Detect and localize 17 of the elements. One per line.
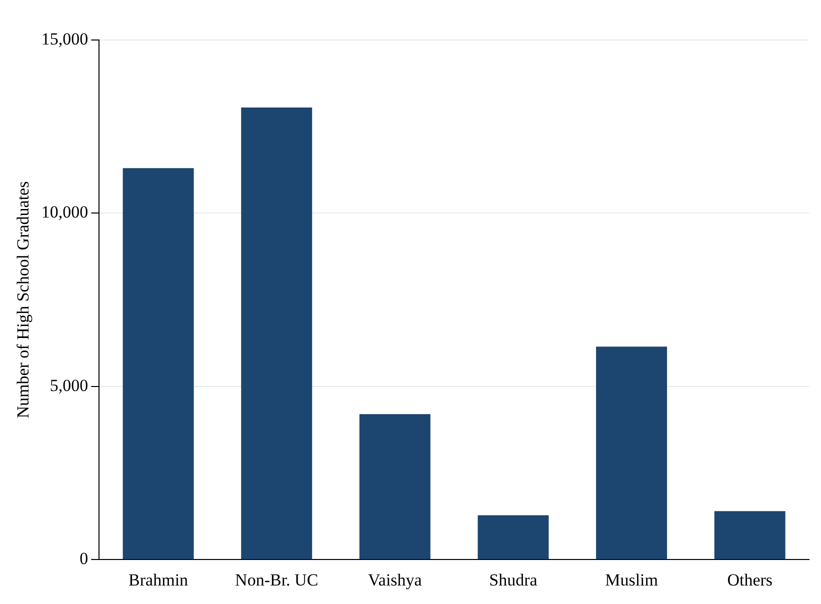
x-tick-label: Non-Br. UC bbox=[235, 570, 318, 590]
y-tick-label: 5,000 bbox=[50, 376, 88, 395]
x-tick-label: Vaishya bbox=[368, 570, 422, 590]
y-tick-label: 15,000 bbox=[41, 29, 88, 48]
x-tick-label: Shudra bbox=[489, 570, 538, 590]
x-tick-label: Others bbox=[727, 570, 773, 590]
x-tick-label: Brahmin bbox=[128, 570, 189, 590]
bar bbox=[478, 515, 549, 560]
y-tick-label: 10,000 bbox=[41, 202, 88, 222]
bar bbox=[122, 168, 194, 560]
bar bbox=[596, 346, 668, 560]
x-tick-label: Muslim bbox=[605, 570, 658, 590]
y-tick-label: 0 bbox=[80, 549, 88, 568]
y-axis-title: Number of High School Graduates bbox=[14, 181, 33, 418]
bar bbox=[714, 511, 786, 560]
bar bbox=[241, 108, 312, 560]
bar bbox=[359, 414, 430, 560]
